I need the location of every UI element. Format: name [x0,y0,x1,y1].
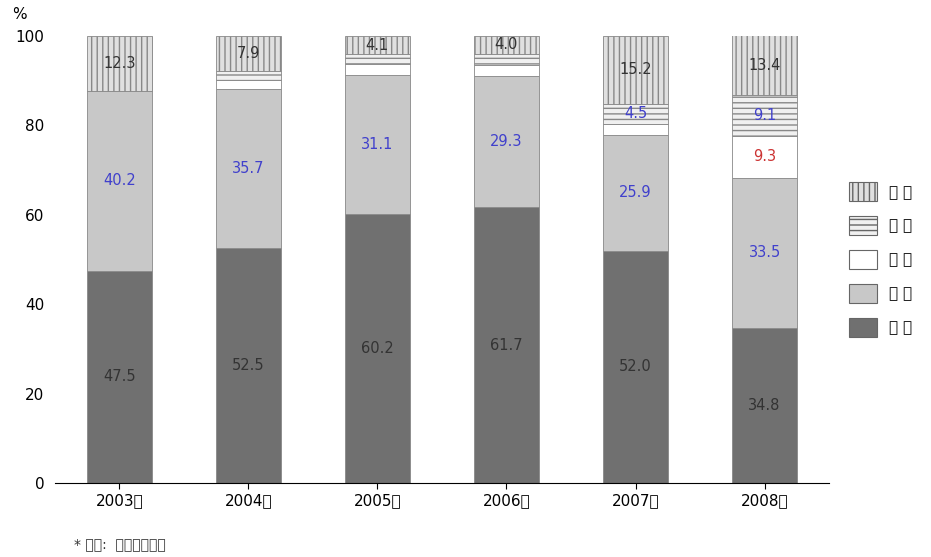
Text: 34.8: 34.8 [749,398,781,413]
Bar [603,135,668,251]
Text: 31.1: 31.1 [361,137,394,152]
Bar [474,54,539,65]
Bar [474,207,539,483]
Text: 40.2: 40.2 [103,173,136,188]
Bar [733,36,797,95]
Text: 29.3: 29.3 [491,134,522,149]
Bar [733,136,797,178]
Bar [216,80,280,89]
Bar [216,89,280,248]
Legend: 기 타, 중 국, 독 일, 일 본, 미 국: 기 타, 중 국, 독 일, 일 본, 미 국 [844,178,916,341]
Y-axis label: %: % [13,7,27,22]
Bar [345,65,410,75]
Bar [345,214,410,483]
Bar [603,36,668,104]
Bar [216,36,280,71]
Bar [733,95,797,136]
Bar [603,251,668,483]
Bar [603,104,668,124]
Bar [216,248,280,483]
Bar [474,36,539,54]
Text: 47.5: 47.5 [103,369,136,384]
Text: 52.5: 52.5 [232,358,264,373]
Bar [603,124,668,135]
Bar [345,75,410,214]
Bar [216,71,280,80]
Bar [87,271,152,483]
Text: 61.7: 61.7 [491,338,523,353]
Text: * 자료:  한국무역협회: * 자료: 한국무역협회 [74,538,167,551]
Text: 9.3: 9.3 [753,149,776,164]
Text: 12.3: 12.3 [103,56,136,71]
Bar [87,91,152,271]
Text: 25.9: 25.9 [619,185,652,200]
Bar [733,328,797,483]
Text: 15.2: 15.2 [619,62,652,77]
Bar [733,178,797,328]
Bar [474,76,539,207]
Text: 52.0: 52.0 [619,359,652,374]
Bar [345,54,410,65]
Text: 13.4: 13.4 [749,58,781,73]
Bar [474,65,539,76]
Text: 4.5: 4.5 [624,106,647,121]
Text: 4.1: 4.1 [366,37,389,52]
Text: 7.9: 7.9 [236,46,260,61]
Bar [87,36,152,91]
Text: 35.7: 35.7 [232,161,264,176]
Bar [345,36,410,54]
Text: 9.1: 9.1 [753,108,776,123]
Text: 60.2: 60.2 [361,341,394,356]
Text: 33.5: 33.5 [749,245,781,260]
Text: 4.0: 4.0 [494,37,519,52]
